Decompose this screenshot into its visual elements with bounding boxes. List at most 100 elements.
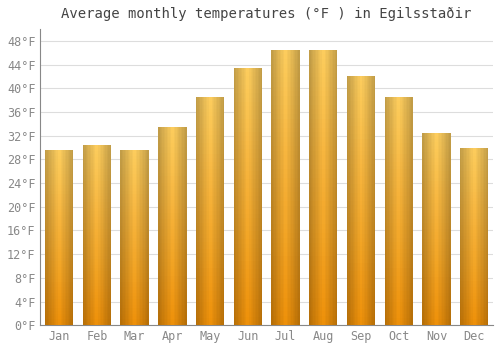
Bar [124, 150, 126, 325]
Bar [196, 306, 224, 310]
Bar [120, 302, 149, 305]
Bar [158, 150, 186, 153]
Bar [384, 101, 413, 105]
Bar [120, 174, 149, 177]
Bar [460, 186, 488, 189]
Bar [158, 252, 186, 256]
Bar [45, 150, 46, 325]
Bar [203, 97, 204, 325]
Bar [384, 135, 413, 139]
Bar [234, 128, 262, 132]
Bar [406, 97, 407, 325]
Bar [482, 147, 484, 325]
Bar [158, 249, 186, 252]
Bar [422, 177, 450, 181]
Bar [45, 182, 74, 186]
Bar [309, 284, 338, 288]
Bar [94, 145, 96, 325]
Bar [431, 133, 432, 325]
Bar [196, 223, 224, 226]
Bar [460, 228, 488, 230]
Bar [196, 162, 224, 166]
Bar [422, 165, 450, 168]
Bar [438, 133, 440, 325]
Bar [460, 224, 488, 228]
Bar [196, 291, 224, 295]
Bar [83, 187, 111, 190]
Bar [120, 215, 149, 217]
Bar [384, 261, 413, 264]
Bar [422, 290, 450, 293]
Bar [176, 127, 178, 325]
Bar [347, 317, 375, 321]
Bar [158, 163, 186, 167]
Bar [83, 241, 111, 244]
Bar [45, 314, 74, 316]
Bar [196, 112, 224, 116]
Bar [410, 97, 412, 325]
Bar [45, 212, 74, 215]
Bar [374, 76, 375, 325]
Bar [196, 215, 224, 219]
Bar [83, 199, 111, 202]
Bar [309, 128, 338, 132]
Bar [158, 292, 186, 295]
Bar [347, 151, 375, 155]
Bar [236, 68, 238, 325]
Bar [234, 270, 262, 274]
Bar [272, 270, 299, 275]
Bar [83, 307, 111, 310]
Bar [272, 210, 299, 215]
Bar [206, 97, 208, 325]
Bar [347, 118, 375, 122]
Bar [347, 259, 375, 263]
Bar [45, 287, 74, 290]
Bar [234, 188, 262, 192]
Bar [196, 253, 224, 257]
Bar [101, 145, 102, 325]
Bar [196, 284, 224, 287]
Bar [120, 182, 149, 186]
Bar [45, 296, 74, 299]
Bar [158, 209, 186, 213]
Bar [83, 271, 111, 274]
Bar [196, 105, 224, 108]
Bar [460, 192, 488, 195]
Bar [120, 264, 149, 267]
Bar [347, 93, 375, 97]
Bar [120, 311, 149, 314]
Bar [158, 130, 186, 133]
Bar [422, 133, 450, 136]
Bar [384, 124, 413, 127]
Bar [347, 205, 375, 209]
Bar [272, 321, 299, 325]
Bar [460, 248, 488, 251]
Bar [120, 186, 149, 188]
Bar [384, 272, 413, 276]
Bar [422, 312, 450, 316]
Bar [83, 175, 111, 178]
Bar [120, 171, 149, 174]
Bar [83, 196, 111, 199]
Bar [83, 259, 111, 262]
Bar [185, 127, 186, 325]
Bar [196, 169, 224, 173]
Bar [467, 147, 468, 325]
Bar [45, 226, 74, 229]
Bar [158, 236, 186, 239]
Bar [272, 279, 299, 284]
Bar [234, 80, 262, 85]
Bar [309, 100, 338, 105]
Bar [45, 203, 74, 206]
Bar [234, 214, 262, 218]
Bar [354, 76, 356, 325]
Bar [384, 314, 413, 317]
Bar [174, 127, 175, 325]
Bar [120, 159, 149, 162]
Bar [83, 202, 111, 205]
Bar [120, 299, 149, 302]
Bar [238, 68, 240, 325]
Bar [422, 306, 450, 309]
Bar [234, 261, 262, 265]
Bar [384, 192, 413, 196]
